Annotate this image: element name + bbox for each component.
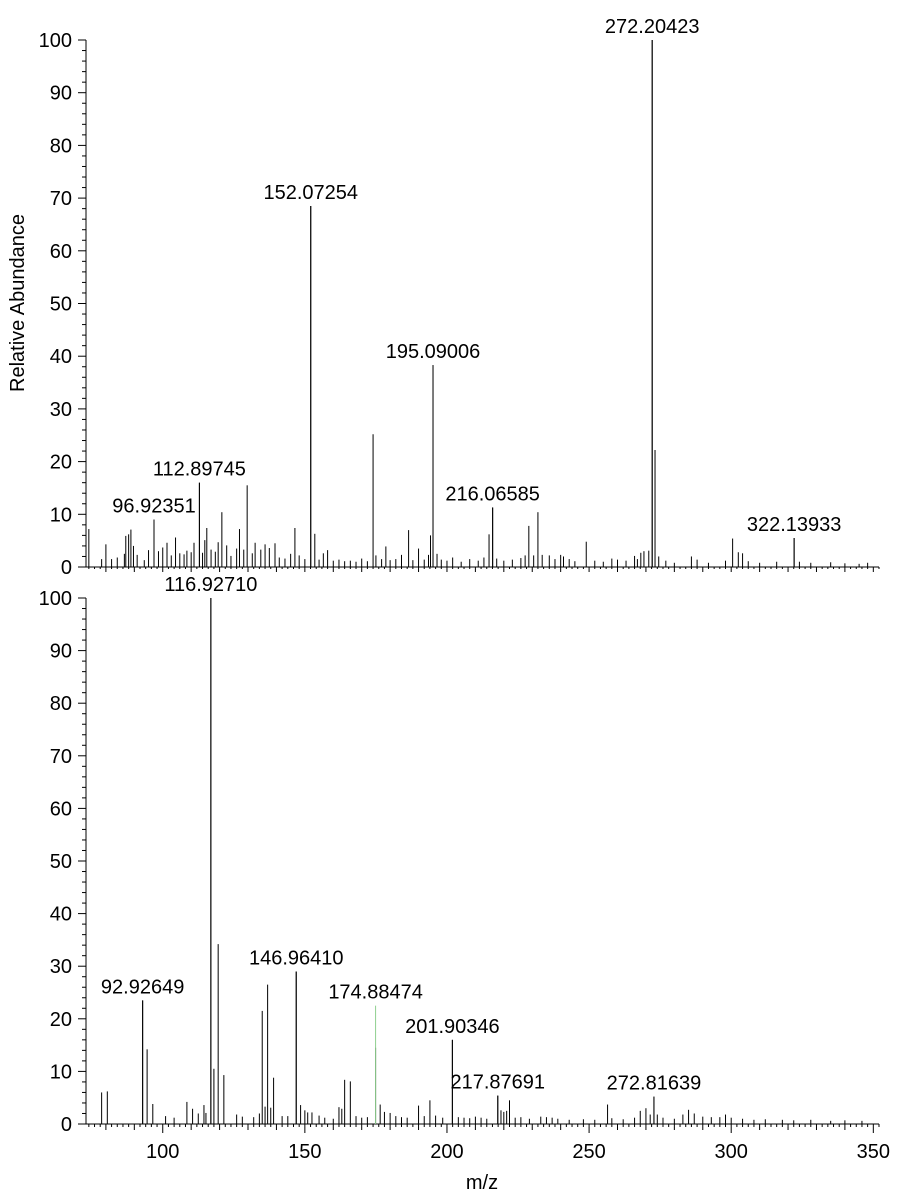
x-axis-title: m/z xyxy=(466,1172,498,1194)
bottom-x-tick-label: 300 xyxy=(715,1141,748,1163)
top-y-tick-label: 40 xyxy=(50,346,72,368)
y-axis-title: Relative Abundance xyxy=(7,214,29,392)
top-peak-label: 152.07254 xyxy=(263,182,358,204)
bottom-y-tick-label: 90 xyxy=(50,641,72,663)
top-spectrum-panel: 0 10 20 30 40 50 60 70 80 90 100 96.92351 112.89745 1… xyxy=(39,16,880,579)
bottom-peak-label: 146.96410 xyxy=(249,947,344,969)
top-y-tick-label: 20 xyxy=(50,452,72,474)
bottom-y-tick-label: 80 xyxy=(50,693,72,715)
bottom-spectrum-panel: 0 10 20 30 40 50 60 70 80 90 100 100 150 200 250 300 350… xyxy=(39,574,890,1163)
bottom-y-tick-label: 70 xyxy=(50,746,72,768)
top-y-tick-label: 70 xyxy=(50,188,72,210)
top-y-tick-label: 50 xyxy=(50,294,72,316)
top-peak-label: 96.92351 xyxy=(112,496,195,518)
bottom-y-tick-label: 20 xyxy=(50,1009,72,1031)
top-y-tick-label: 10 xyxy=(50,504,72,526)
bottom-y-tick-label: 10 xyxy=(50,1061,72,1083)
bottom-x-tick-label: 250 xyxy=(572,1141,605,1163)
top-y-tick-label: 60 xyxy=(50,241,72,263)
bottom-peak-label: 174.88474 xyxy=(328,982,423,1004)
bottom-peak-label: 272.81639 xyxy=(607,1073,702,1095)
bottom-y-tick-label: 40 xyxy=(50,904,72,926)
bottom-peak-label: 217.87691 xyxy=(451,1072,546,1094)
top-peak-label: 216.06585 xyxy=(445,483,540,505)
bottom-peak-label: 116.92710 xyxy=(164,574,257,596)
top-peak-label: 272.20423 xyxy=(605,16,700,38)
bottom-peak-label: 92.92649 xyxy=(101,976,184,998)
bottom-x-tick-label: 200 xyxy=(430,1141,463,1163)
bottom-y-tick-label: 0 xyxy=(61,1114,72,1136)
top-y-tick-label: 0 xyxy=(61,557,72,579)
top-y-tick-label: 80 xyxy=(50,135,72,157)
bottom-x-tick-label: 100 xyxy=(146,1141,179,1163)
top-y-tick-label: 30 xyxy=(50,399,72,421)
top-y-tick-label: 90 xyxy=(50,83,72,105)
bottom-x-tick-label: 150 xyxy=(288,1141,321,1163)
bottom-y-tick-label: 100 xyxy=(39,588,72,610)
bottom-y-tick-label: 60 xyxy=(50,798,72,820)
bottom-y-tick-label: 30 xyxy=(50,956,72,978)
top-peak-label: 322.13933 xyxy=(747,514,842,536)
bottom-peak-label: 201.90346 xyxy=(405,1016,500,1038)
bottom-x-tick-label: 350 xyxy=(857,1141,890,1163)
top-y-tick-label: 100 xyxy=(39,30,72,52)
bottom-y-tick-label: 50 xyxy=(50,851,72,873)
top-peak-label: 112.89745 xyxy=(153,459,246,481)
top-peak-label: 195.09006 xyxy=(386,341,481,363)
